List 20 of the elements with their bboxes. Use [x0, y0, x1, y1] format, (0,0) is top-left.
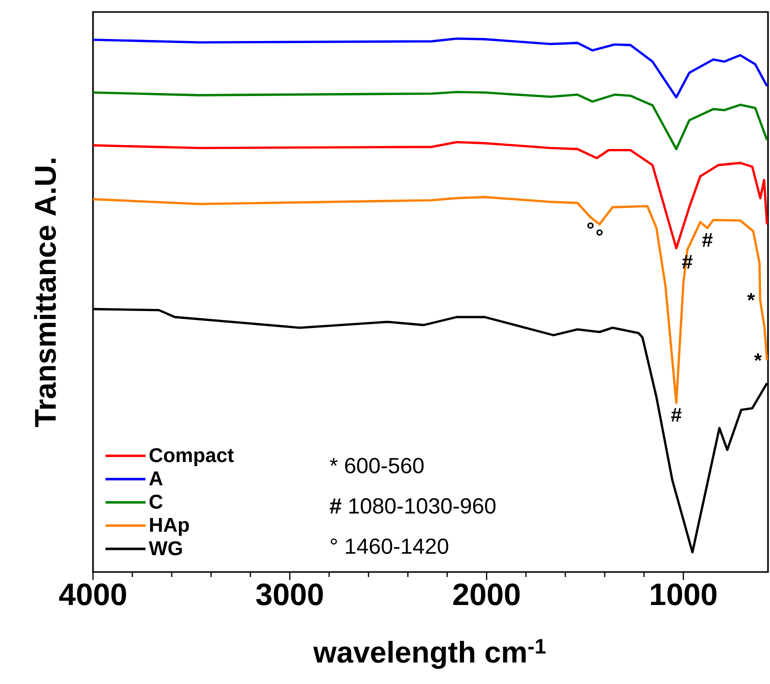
annotation: °	[587, 222, 594, 229]
annotation: *	[747, 293, 755, 301]
x-tick-label: 3000	[256, 583, 323, 606]
legend-label: HAp	[150, 518, 189, 536]
annotation: ° 1460-1420	[330, 538, 448, 554]
annotation: #	[671, 408, 682, 422]
y-axis-title: Transmittance A.U.	[34, 158, 56, 428]
legend-label: A	[149, 471, 163, 486]
annotation: #	[702, 233, 713, 247]
x-axis-title: wavelength cm$^{-1}$	[313, 639, 546, 669]
x-tick-label: 1000	[650, 583, 716, 606]
annotation: °	[596, 229, 603, 236]
legend-label: Compact	[150, 448, 234, 466]
x-tick-label: 2000	[453, 583, 520, 606]
annotation: *	[754, 353, 762, 361]
legend-label: WG	[148, 541, 182, 556]
annotation: # 1080-1030-960	[330, 498, 496, 514]
annotation: * 600-560	[330, 458, 424, 474]
x-tick-label: 4000	[59, 583, 126, 606]
legend-label: C	[150, 494, 163, 509]
